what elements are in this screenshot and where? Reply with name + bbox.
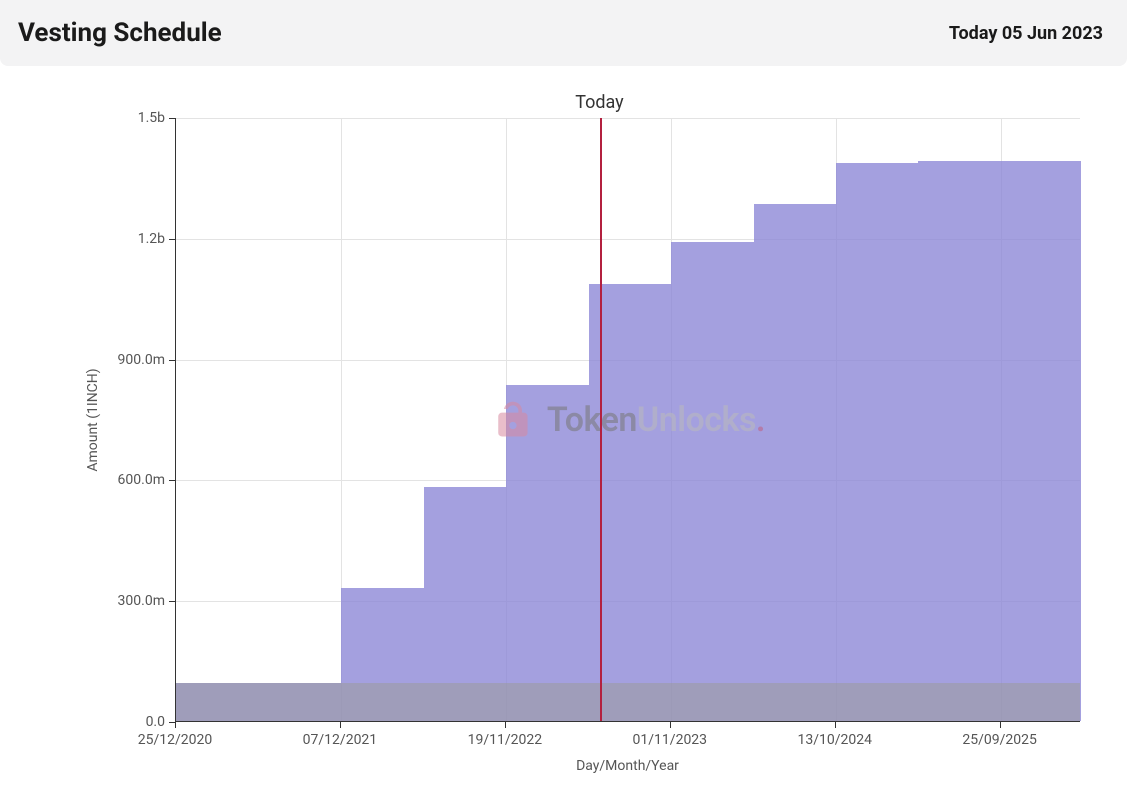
page-title: Vesting Schedule xyxy=(18,18,222,48)
y-tick-label: 1.5b xyxy=(105,110,165,126)
y-tick-mark xyxy=(169,480,175,481)
x-tick-label: 25/12/2020 xyxy=(138,732,213,748)
y-tick-label: 0.0 xyxy=(105,714,165,730)
step-segment xyxy=(836,163,919,721)
x-tick-mark xyxy=(175,722,176,728)
y-tick-label: 300.0m xyxy=(105,593,165,609)
x-tick-mark xyxy=(1000,722,1001,728)
y-axis-title: Amount (1INCH) xyxy=(85,368,101,471)
x-tick-mark xyxy=(505,722,506,728)
plot-area: TokenUnlocks. xyxy=(175,118,1080,722)
x-tick-label: 25/09/2025 xyxy=(962,732,1037,748)
today-line xyxy=(600,118,602,721)
today-marker-label: Today xyxy=(575,92,623,113)
x-tick-label: 01/11/2023 xyxy=(633,732,708,748)
step-segment xyxy=(918,161,1081,721)
x-tick-label: 07/12/2021 xyxy=(303,732,378,748)
x-tick-label: 13/10/2024 xyxy=(797,732,872,748)
step-segment xyxy=(754,204,836,721)
y-tick-label: 600.0m xyxy=(105,472,165,488)
step-segment xyxy=(506,385,589,721)
y-tick-label: 900.0m xyxy=(105,352,165,368)
y-tick-mark xyxy=(169,118,175,119)
vesting-chart: TokenUnlocks. 0.0 300.0m 600.0m 900.0m 1.2b 1… xyxy=(0,66,1127,798)
step-segment xyxy=(671,242,754,721)
x-axis-title: Day/Month/Year xyxy=(576,758,679,774)
x-tick-mark xyxy=(835,722,836,728)
header: Vesting Schedule Today 05 Jun 2023 xyxy=(0,0,1127,66)
y-tick-mark xyxy=(169,360,175,361)
y-tick-label: 1.2b xyxy=(105,231,165,247)
y-tick-mark xyxy=(169,601,175,602)
x-tick-mark xyxy=(670,722,671,728)
x-tick-mark xyxy=(340,722,341,728)
today-date: Today 05 Jun 2023 xyxy=(949,23,1103,44)
y-tick-mark xyxy=(169,239,175,240)
x-tick-label: 19/11/2022 xyxy=(468,732,543,748)
gridline-horizontal xyxy=(176,118,1080,119)
baseline-band xyxy=(176,683,1080,721)
